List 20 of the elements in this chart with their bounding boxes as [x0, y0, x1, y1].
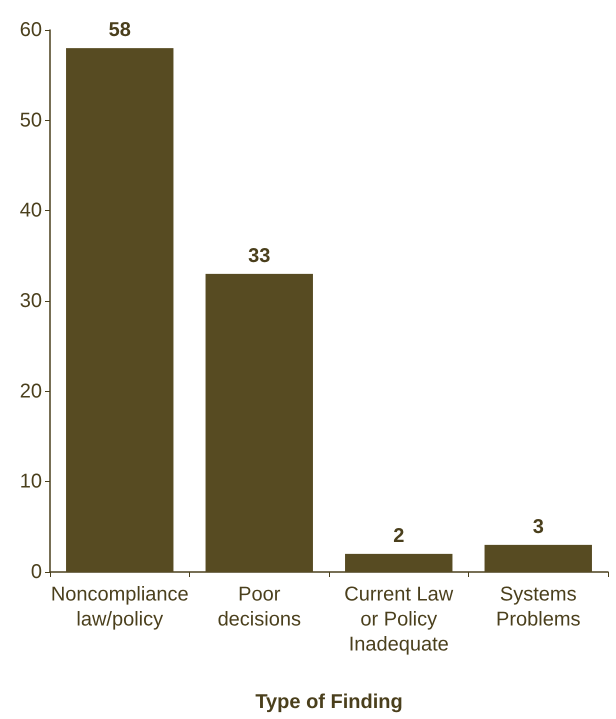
y-tick-label: 0	[30, 561, 42, 583]
x-tick-label: Current Law or Policy Inadequate	[344, 584, 454, 656]
y-tick-label: 10	[20, 470, 42, 493]
x-axis-title: Type of Finding	[255, 691, 403, 713]
x-tick-label: Poor decisions	[218, 584, 301, 630]
x-tick-label: Noncompliance law/policy	[50, 584, 189, 630]
x-tick-label: Systems Problems	[496, 584, 580, 630]
y-tick-label: 30	[20, 290, 42, 312]
bar	[66, 48, 174, 572]
y-tick-label: 50	[20, 109, 42, 132]
bar	[484, 544, 592, 572]
bar	[345, 554, 452, 572]
y-tick-label: 60	[20, 19, 42, 41]
y-tick-label: 40	[20, 200, 42, 222]
data-label: 33	[248, 244, 270, 267]
data-label: 2	[393, 524, 404, 547]
data-label: 58	[108, 19, 131, 42]
y-tick-label: 20	[20, 380, 42, 402]
bar	[206, 274, 313, 572]
data-label: 3	[532, 516, 544, 538]
